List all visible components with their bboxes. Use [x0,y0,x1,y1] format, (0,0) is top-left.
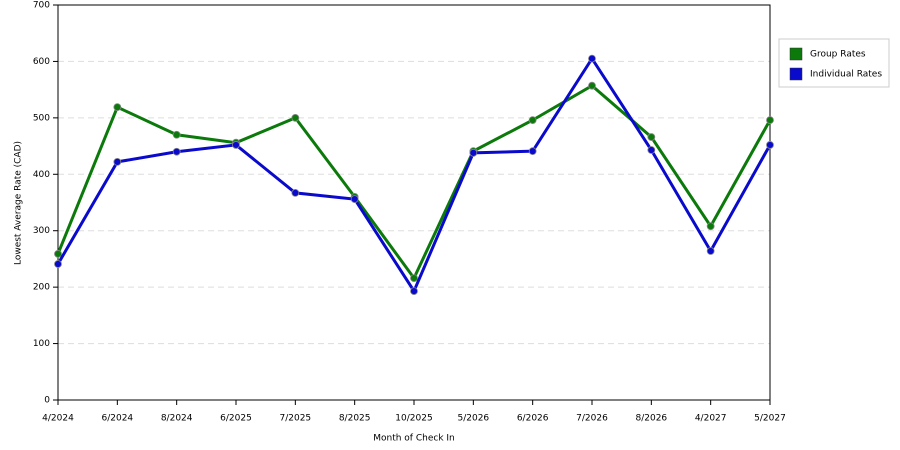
point [410,274,418,283]
point [350,195,359,204]
legend-swatch [789,67,803,81]
series-line [56,55,772,295]
x-tick-label: 7/2025 [279,414,311,424]
point [232,141,240,149]
x-tick-label: 7/2026 [576,414,608,424]
y-tick-label: 600 [33,57,50,67]
y-tick-label: 700 [33,1,50,11]
point [172,130,181,139]
x-tick-label: 4/2027 [695,414,727,424]
point [588,81,596,90]
y-axis-label: Lowest Average Rate (CAD) [14,141,24,265]
x-tick-label: 8/2026 [635,414,667,424]
legend-label: Individual Rates [810,70,882,80]
x-tick-label: 6/2024 [101,414,133,424]
point [469,148,478,157]
y-tick-label: 500 [33,113,50,123]
point [766,141,774,149]
point [706,222,715,231]
y-tick-label: 0 [44,396,50,406]
point [54,249,62,258]
point [528,147,537,156]
y-tick-label: 200 [33,283,50,293]
point [647,146,656,154]
point [706,247,715,255]
series-line [56,83,772,282]
point [113,157,122,166]
point [528,116,537,125]
point [766,116,774,125]
y-tick-label: 300 [33,226,50,236]
point [410,287,418,295]
x-tick-label: 8/2024 [161,414,193,424]
x-tick-label: 6/2026 [517,414,549,424]
x-axis-label: Month of Check In [373,434,455,444]
x-tick-label: 5/2027 [754,414,786,424]
legend-swatch [789,47,803,61]
x-tick-label: 6/2025 [220,414,252,424]
point [172,147,181,156]
point [588,54,596,63]
x-tick-label: 8/2025 [339,414,371,424]
plot-frame [57,4,771,401]
point [291,189,300,197]
y-tick-label: 400 [33,170,50,180]
legend-label: Group Rates [810,50,866,60]
x-tick-label: 10/2025 [395,414,432,424]
point [291,113,300,122]
x-tick-label: 4/2024 [42,414,74,424]
point [113,103,122,112]
x-tick-label: 5/2026 [457,414,489,424]
point [54,260,62,268]
point [647,133,656,141]
y-tick-label: 100 [33,339,50,349]
